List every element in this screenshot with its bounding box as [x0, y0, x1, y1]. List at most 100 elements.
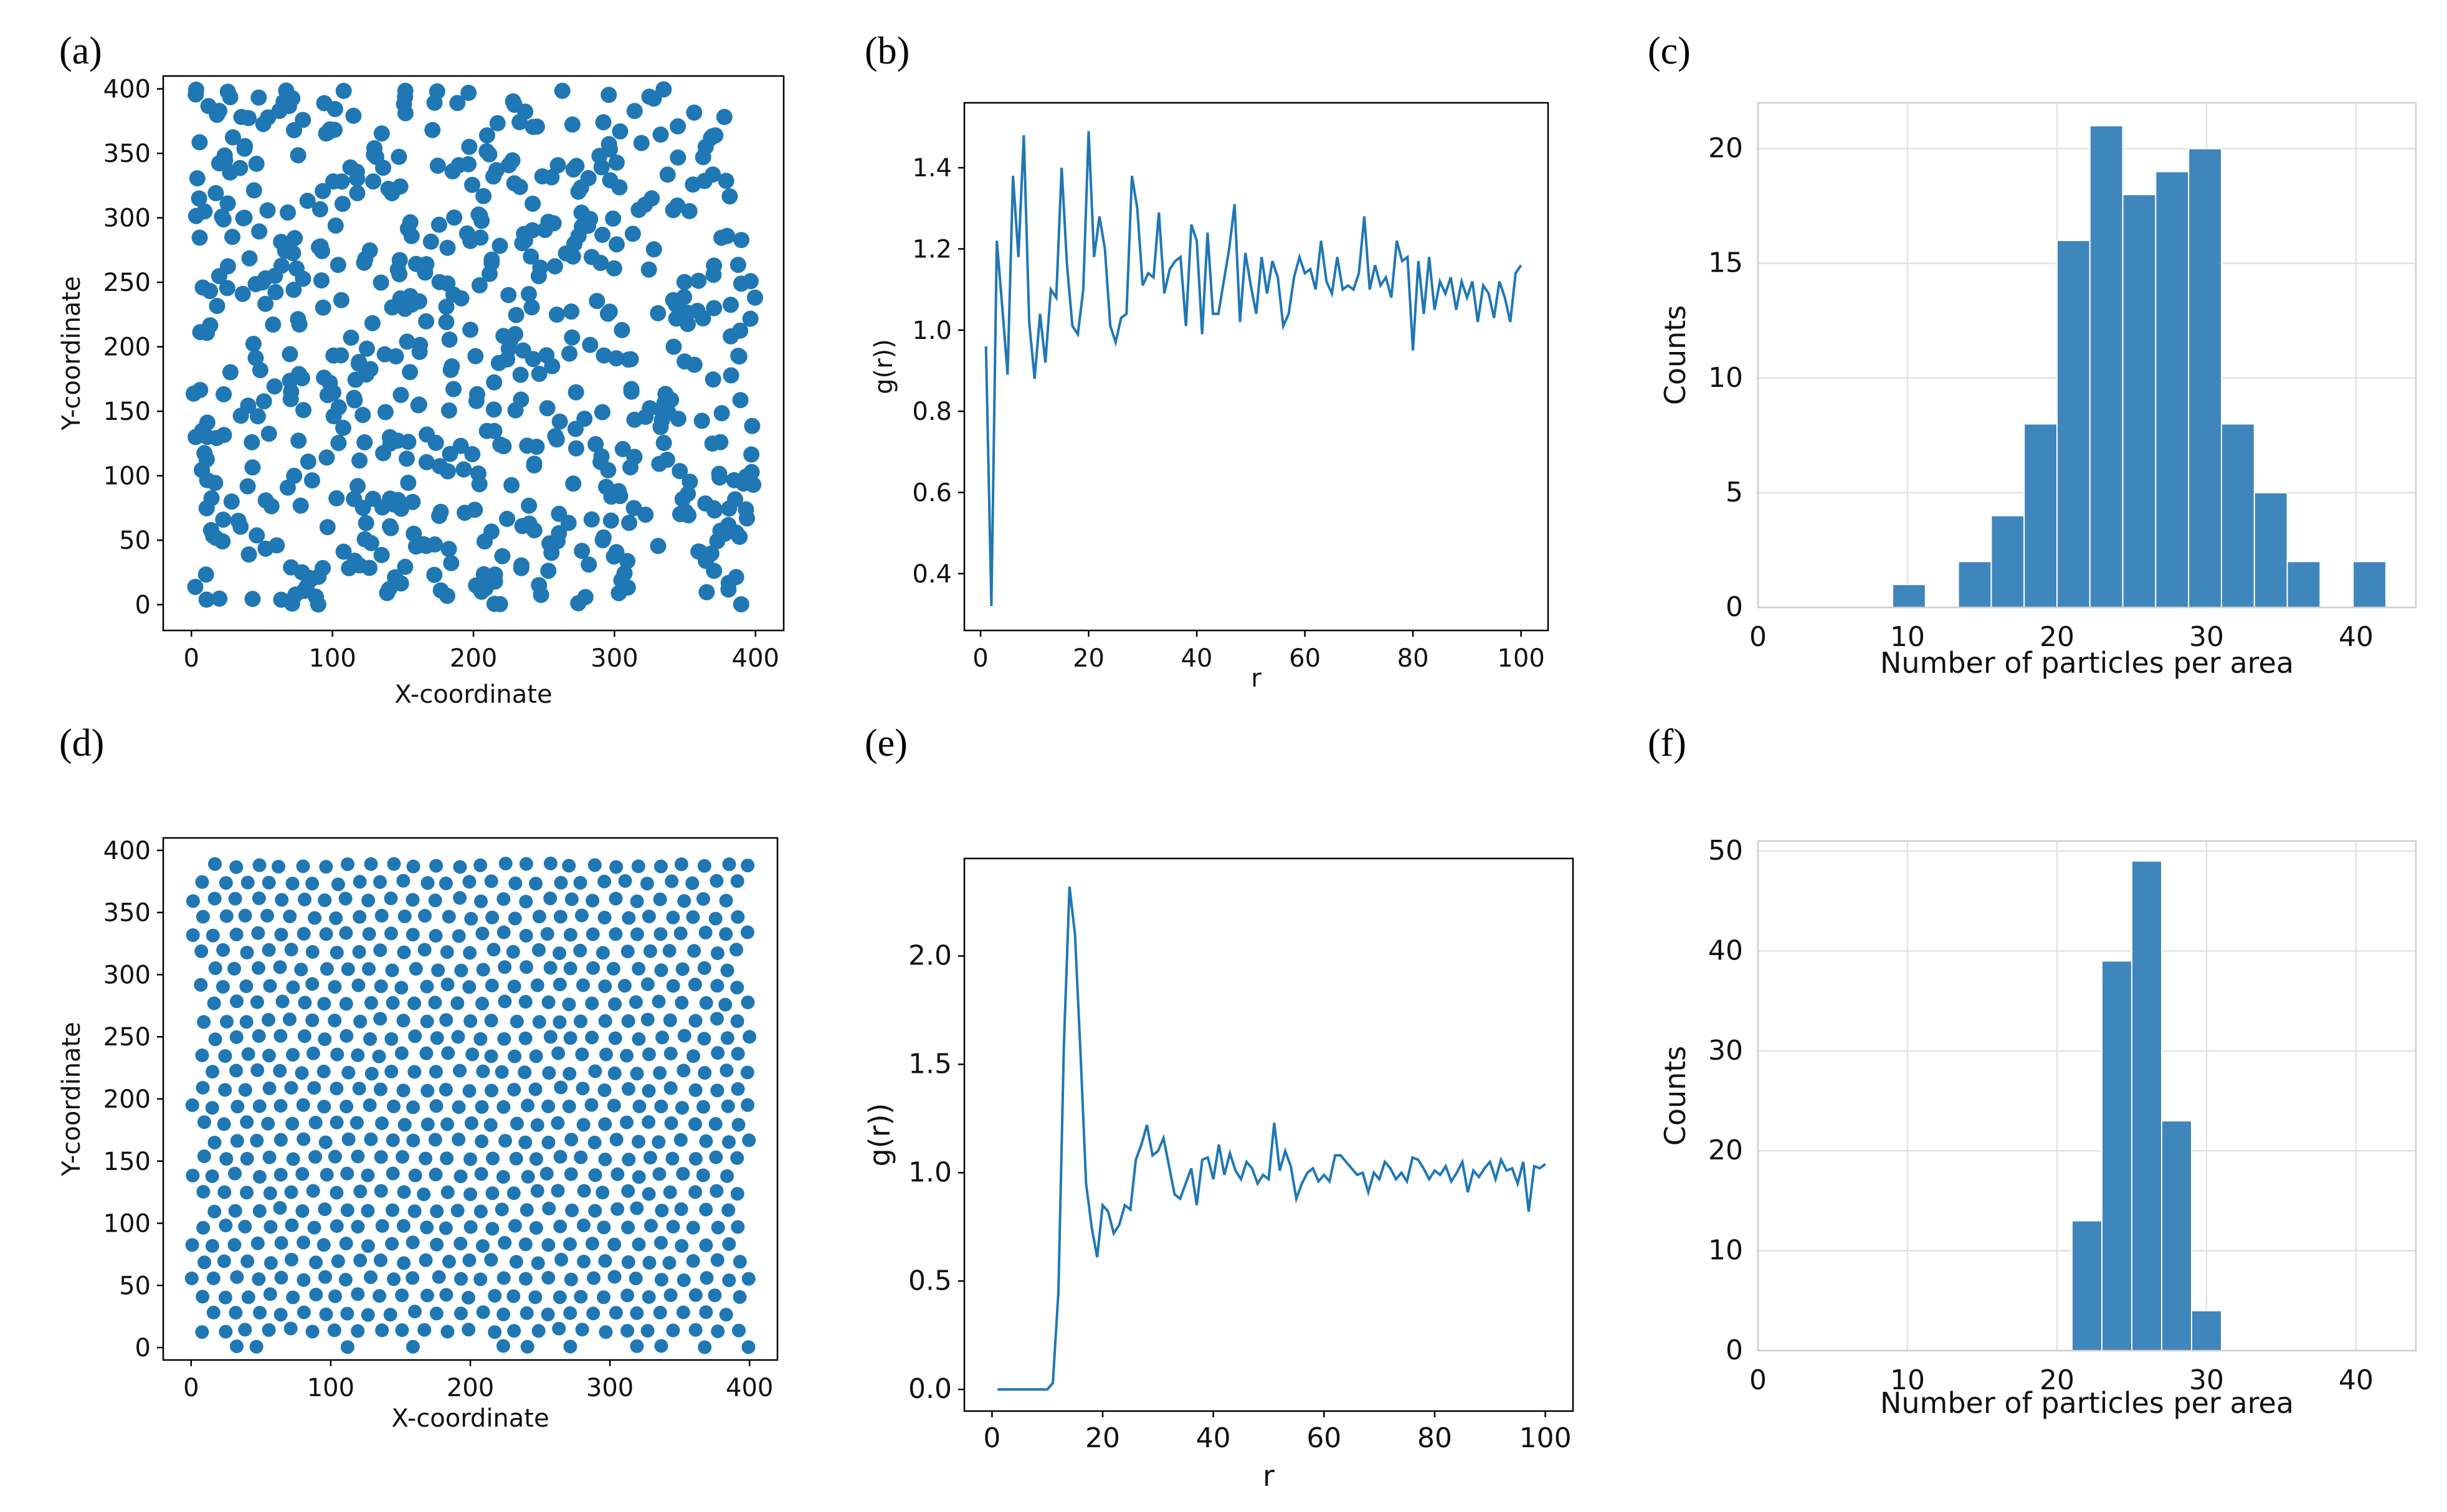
scatter-point: [665, 338, 682, 355]
scatter-point: [462, 1084, 477, 1098]
scatter-point: [740, 925, 754, 939]
scatter-point: [720, 574, 737, 591]
scatter-point: [543, 961, 558, 975]
scatter-point: [373, 274, 389, 291]
scatter-point: [286, 1290, 300, 1305]
scatter-point: [541, 1271, 556, 1285]
scatter-point: [419, 1253, 433, 1267]
scatter-point: [227, 1238, 242, 1252]
scatter-point: [706, 300, 723, 316]
y-tick-label: 150: [103, 397, 151, 426]
scatter-point: [208, 1032, 222, 1047]
x-tick-label: 100: [1519, 1422, 1572, 1454]
scatter-point: [576, 1218, 591, 1232]
scatter-point: [498, 960, 512, 974]
scatter-point: [611, 1167, 625, 1181]
scatter-point: [487, 573, 503, 590]
scatter-point: [453, 891, 467, 905]
scatter-point: [529, 877, 543, 891]
scatter-point: [429, 1065, 443, 1079]
scatter-point: [385, 1237, 399, 1251]
x-tick-label: 40: [2339, 1364, 2373, 1396]
scatter-point: [507, 1083, 521, 1097]
scatter-point: [343, 330, 359, 346]
scatter-point: [290, 147, 306, 164]
scatter-point: [521, 1098, 535, 1113]
scatter-point: [420, 1220, 434, 1235]
scatter-point: [743, 446, 760, 463]
scatter-point: [300, 454, 316, 470]
scatter-point: [741, 1098, 755, 1112]
scatter-point: [508, 876, 523, 890]
scatter-point: [406, 928, 420, 942]
y-axis-label: Counts: [1658, 305, 1692, 406]
scatter-point: [564, 329, 581, 346]
scatter-point: [696, 173, 713, 189]
scatter-point: [677, 1063, 691, 1078]
scatter-point: [654, 963, 668, 977]
scatter-point: [655, 435, 672, 451]
scatter-point: [710, 946, 725, 961]
scatter-point: [532, 1015, 546, 1029]
scatter-point: [655, 1030, 669, 1045]
scatter-point: [273, 234, 290, 250]
scatter-point: [279, 479, 296, 496]
scatter-point: [263, 979, 277, 993]
scatter-point: [630, 201, 647, 218]
scatter-point: [284, 1081, 298, 1095]
scatter-point: [298, 892, 311, 906]
scatter-point: [236, 209, 253, 226]
scatter-point: [275, 994, 290, 1009]
scatter-point: [676, 1305, 690, 1319]
scatter-point: [197, 1015, 211, 1029]
scatter-point: [676, 288, 693, 305]
scatter-point: [589, 293, 606, 310]
x-tick-label: 0: [1749, 1364, 1767, 1396]
y-tick-label: 1.0: [908, 1156, 952, 1188]
scatter-point: [428, 1133, 442, 1147]
scatter-point: [652, 1135, 666, 1149]
scatter-point: [599, 1047, 613, 1062]
y-tick-label: 0.4: [912, 560, 952, 589]
scatter-point: [244, 434, 260, 450]
scatter-point: [333, 173, 350, 190]
y-tick-label: 0.6: [912, 478, 952, 507]
scatter-point: [407, 1305, 422, 1319]
scatter-point: [611, 1202, 625, 1216]
scatter-point: [525, 118, 541, 135]
scatter-point: [248, 155, 265, 172]
scatter-point: [418, 454, 435, 470]
scatter-point: [497, 1307, 511, 1321]
scatter-point: [585, 996, 599, 1010]
scatter-point: [520, 1306, 534, 1320]
scatter-point: [187, 579, 204, 596]
scatter-point: [621, 1220, 635, 1235]
scatter-point: [394, 1046, 409, 1060]
scatter-point: [496, 1339, 510, 1353]
scatter-point: [525, 196, 541, 212]
scatter-point: [397, 1185, 411, 1199]
scatter-point: [697, 961, 711, 975]
scatter-point: [407, 255, 424, 272]
y-tick-label: 0: [1726, 1334, 1743, 1366]
x-tick-label: 100: [1497, 644, 1544, 673]
scatter-point: [670, 118, 687, 135]
scatter-point: [282, 391, 299, 407]
scatter-point: [265, 316, 282, 333]
scatter-point: [464, 911, 478, 926]
scatter-point: [307, 1081, 321, 1095]
scatter-point: [596, 946, 610, 960]
scatter-point: [236, 140, 253, 157]
scatter-point: [583, 511, 600, 528]
scatter-point: [439, 1083, 453, 1097]
scatter-point: [441, 331, 458, 348]
scatter-point: [309, 1255, 323, 1270]
scatter-point: [228, 1166, 242, 1181]
scatter-point: [188, 82, 204, 98]
scatter-point: [260, 426, 277, 442]
scatter-point: [532, 943, 546, 957]
scatter-point: [375, 1323, 389, 1338]
y-tick-label: 5: [1726, 477, 1743, 508]
scatter-point: [710, 1012, 724, 1026]
scatter-point: [351, 1048, 365, 1062]
